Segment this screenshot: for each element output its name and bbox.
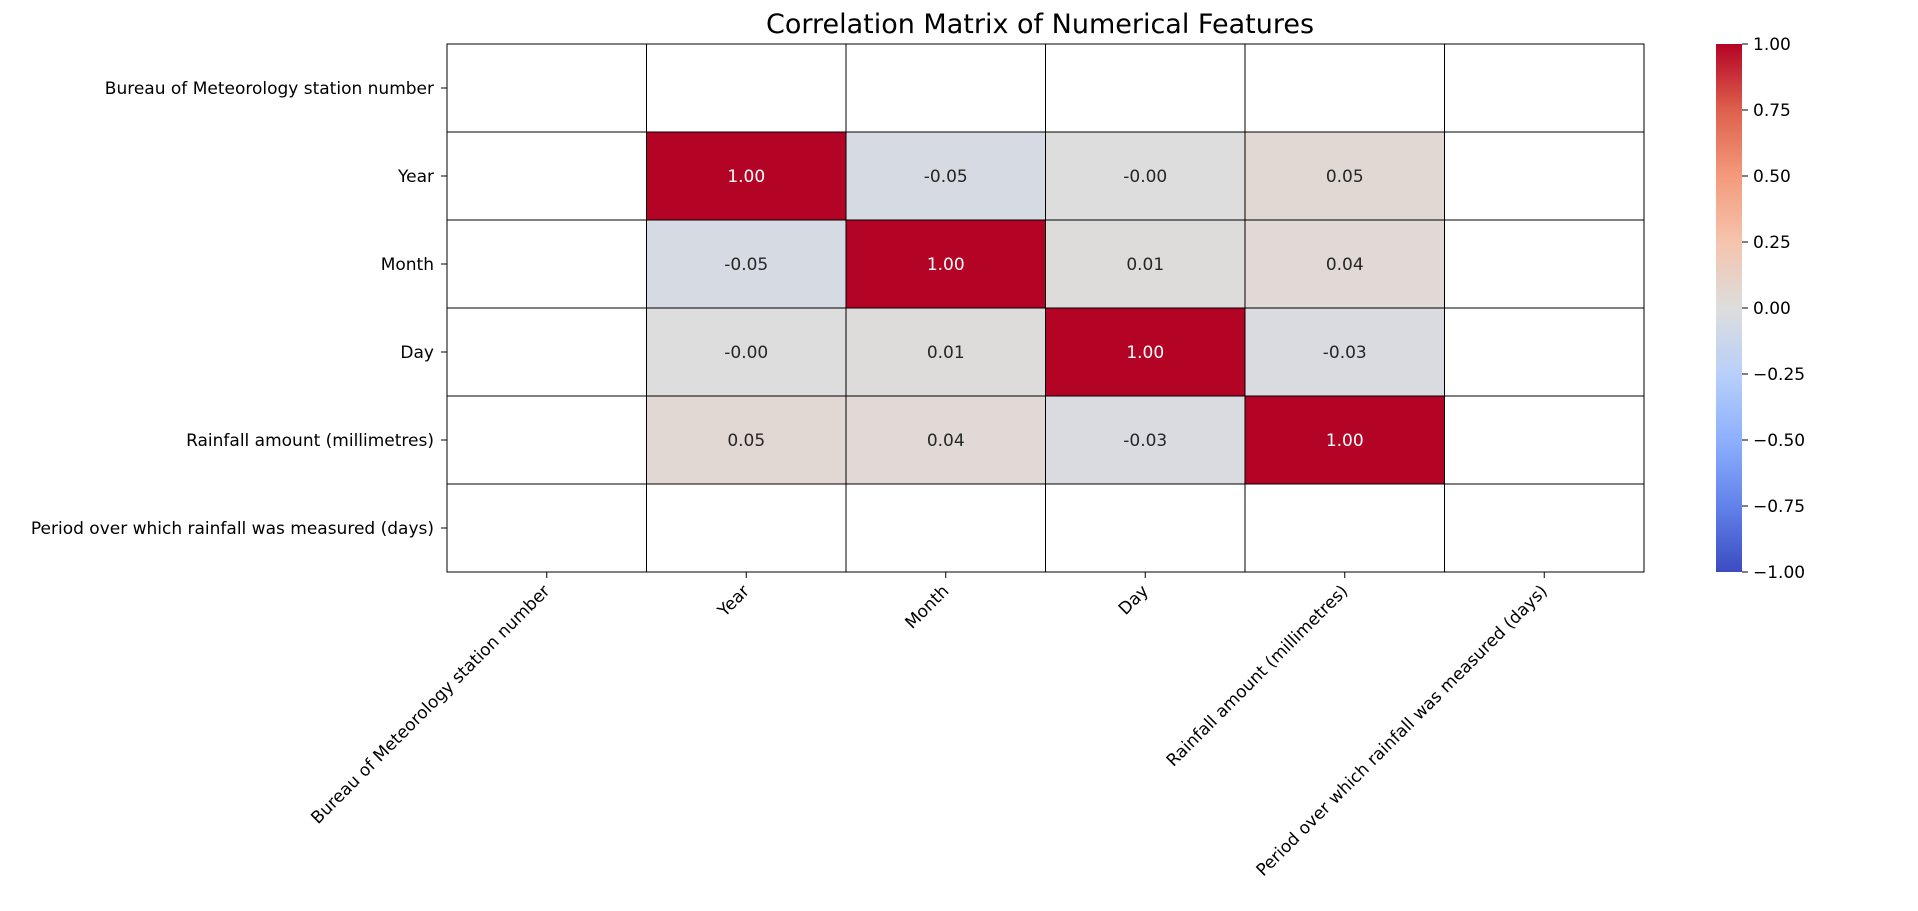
y-tick-label: Day bbox=[400, 343, 434, 363]
cell-value-label: 0.04 bbox=[1326, 255, 1364, 275]
x-tick-labels: Bureau of Meteorology station number Year… bbox=[307, 572, 1552, 881]
x-tick-label: Month bbox=[901, 581, 953, 633]
heatmap-cell bbox=[1244, 219, 1445, 309]
colorbar-tick-label: 1.00 bbox=[1753, 35, 1791, 55]
chart-title: Correlation Matrix of Numerical Features bbox=[766, 9, 1314, 40]
heatmap-annotations: 1.00 -0.05 -0.00 0.05 -0.05 1.00 0.01 0.04 -0.00… bbox=[724, 167, 1367, 451]
cell-value-label: 0.01 bbox=[927, 343, 965, 363]
heatmap-cell bbox=[845, 307, 1046, 397]
heatmap-cell bbox=[845, 43, 1046, 133]
cell-value-label: 1.00 bbox=[727, 167, 765, 187]
heatmap-cell bbox=[1444, 483, 1645, 573]
colorbar-gradient bbox=[1716, 44, 1742, 572]
colorbar-tick-label: −1.00 bbox=[1753, 563, 1805, 583]
heatmap-cell bbox=[646, 219, 847, 309]
x-tick-label: Rainfall amount (millimetres) bbox=[1163, 581, 1352, 770]
y-tick-label: Month bbox=[381, 255, 434, 275]
heatmap-cell bbox=[646, 131, 847, 221]
heatmap-cell bbox=[845, 131, 1046, 221]
heatmap-cell bbox=[845, 483, 1046, 573]
cell-value-label: -0.00 bbox=[1123, 167, 1167, 187]
cell-value-label: -0.05 bbox=[724, 255, 768, 275]
colorbar-tick-label: −0.50 bbox=[1753, 431, 1805, 451]
heatmap-cell bbox=[1244, 307, 1445, 397]
heatmap-cell bbox=[1045, 483, 1246, 573]
heatmap-cell bbox=[1244, 131, 1445, 221]
heatmap-cell bbox=[646, 483, 847, 573]
heatmap-cell bbox=[1045, 43, 1246, 133]
colorbar-tick-label: −0.75 bbox=[1753, 497, 1805, 517]
cell-value-label: -0.00 bbox=[724, 343, 768, 363]
x-tick-label: Year bbox=[713, 581, 753, 621]
heatmap-cell bbox=[446, 307, 647, 397]
x-tick-label: Day bbox=[1115, 581, 1153, 619]
y-tick-label: Year bbox=[397, 167, 434, 187]
heatmap-cell bbox=[1045, 395, 1246, 485]
cell-value-label: 0.04 bbox=[927, 431, 965, 451]
colorbar-tick-label: 0.75 bbox=[1753, 101, 1791, 121]
heatmap-cell bbox=[1244, 43, 1445, 133]
heatmap-cell bbox=[1444, 43, 1645, 133]
y-tick-labels: Bureau of Meteorology station number Year… bbox=[31, 79, 447, 539]
cell-value-label: -0.03 bbox=[1323, 343, 1367, 363]
heatmap-cell bbox=[446, 43, 647, 133]
y-tick-label: Bureau of Meteorology station number bbox=[105, 79, 434, 99]
heatmap-cell bbox=[446, 219, 647, 309]
heatmap-cell bbox=[446, 395, 647, 485]
cell-value-label: 1.00 bbox=[1126, 343, 1164, 363]
heatmap-cell bbox=[446, 131, 647, 221]
colorbar-tick-label: 0.00 bbox=[1753, 299, 1791, 319]
heatmap-cell bbox=[646, 43, 847, 133]
heatmap-cell bbox=[1444, 395, 1645, 485]
heatmap-cell bbox=[1444, 307, 1645, 397]
heatmap-cell bbox=[1244, 483, 1445, 573]
heatmap-cell bbox=[1244, 395, 1445, 485]
cell-value-label: 0.05 bbox=[727, 431, 765, 451]
cell-value-label: 1.00 bbox=[1326, 431, 1364, 451]
x-tick-label: Bureau of Meteorology station number bbox=[307, 581, 554, 828]
heatmap-cell bbox=[1444, 219, 1645, 309]
heatmap-cells bbox=[446, 43, 1645, 573]
heatmap-cell bbox=[845, 219, 1046, 309]
cell-value-label: -0.05 bbox=[924, 167, 968, 187]
colorbar-tick-label: −0.25 bbox=[1753, 365, 1805, 385]
heatmap-cell bbox=[446, 483, 647, 573]
cell-value-label: -0.03 bbox=[1123, 431, 1167, 451]
cell-value-label: 0.01 bbox=[1126, 255, 1164, 275]
colorbar-tick-label: 0.50 bbox=[1753, 167, 1791, 187]
y-tick-label: Rainfall amount (millimetres) bbox=[186, 431, 434, 451]
heatmap-cell bbox=[845, 395, 1046, 485]
cell-value-label: 1.00 bbox=[927, 255, 965, 275]
y-tick-label: Period over which rainfall was measured … bbox=[31, 519, 434, 539]
heatmap-cell bbox=[1045, 131, 1246, 221]
colorbar-tick-label: 0.25 bbox=[1753, 233, 1791, 253]
cell-value-label: 0.05 bbox=[1326, 167, 1364, 187]
colorbar: 1.00 0.75 0.50 0.25 0.00 −0.25 −0.50 −0.75 −1.00 bbox=[1716, 35, 1805, 583]
heatmap-cell bbox=[1444, 131, 1645, 221]
heatmap-cell bbox=[646, 395, 847, 485]
